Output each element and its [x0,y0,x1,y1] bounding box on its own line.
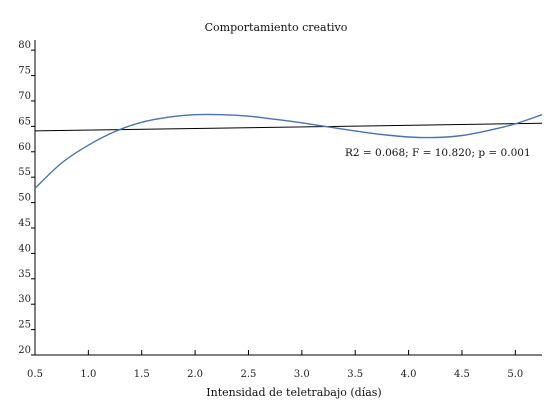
y-tick-label: 45 [18,218,31,229]
x-tick-label: 2.0 [187,369,203,380]
y-tick-label: 65 [18,116,31,127]
x-tick-label: 1.5 [134,369,150,380]
fit-annotation: R2 = 0.068; F = 10.820; p = 0.001 [345,147,531,159]
y-tick-label: 30 [18,294,31,305]
x-tick-label: 4.5 [454,369,470,380]
x-axis-title: Intensidad de teletrabajo (días) [206,386,381,399]
x-tick-label: 5.0 [507,369,523,380]
y-tick-label: 40 [18,243,31,254]
x-axis: 0.5 1.0 1.5 2.0 2.5 3.0 3.5 4.0 4.5 5.0 [27,350,542,380]
x-tick-label: 1.0 [80,369,96,380]
y-tick-label: 35 [18,269,31,280]
x-tick-label: 2.5 [241,369,257,380]
y-tick-label: 20 [18,345,31,356]
chart-title: Comportamiento creativo [205,21,348,34]
y-tick-label: 75 [18,66,31,77]
x-tick-label: 4.0 [401,369,417,380]
y-axis: 20 25 30 35 40 45 50 55 60 65 70 75 80 [18,40,36,356]
x-tick-label: 0.5 [27,369,43,380]
y-tick-label: 60 [18,142,31,153]
y-tick-label: 70 [18,91,31,102]
series-layer [34,113,543,189]
series-line-linear [34,122,543,132]
x-tick-label: 3.5 [347,369,363,380]
x-tick-label: 3.0 [294,369,310,380]
y-tick-label: 25 [18,320,31,331]
y-tick-label: 55 [18,167,31,178]
y-tick-label: 80 [18,40,31,51]
series-line-cubic [34,113,543,189]
y-tick-label: 50 [18,193,31,204]
